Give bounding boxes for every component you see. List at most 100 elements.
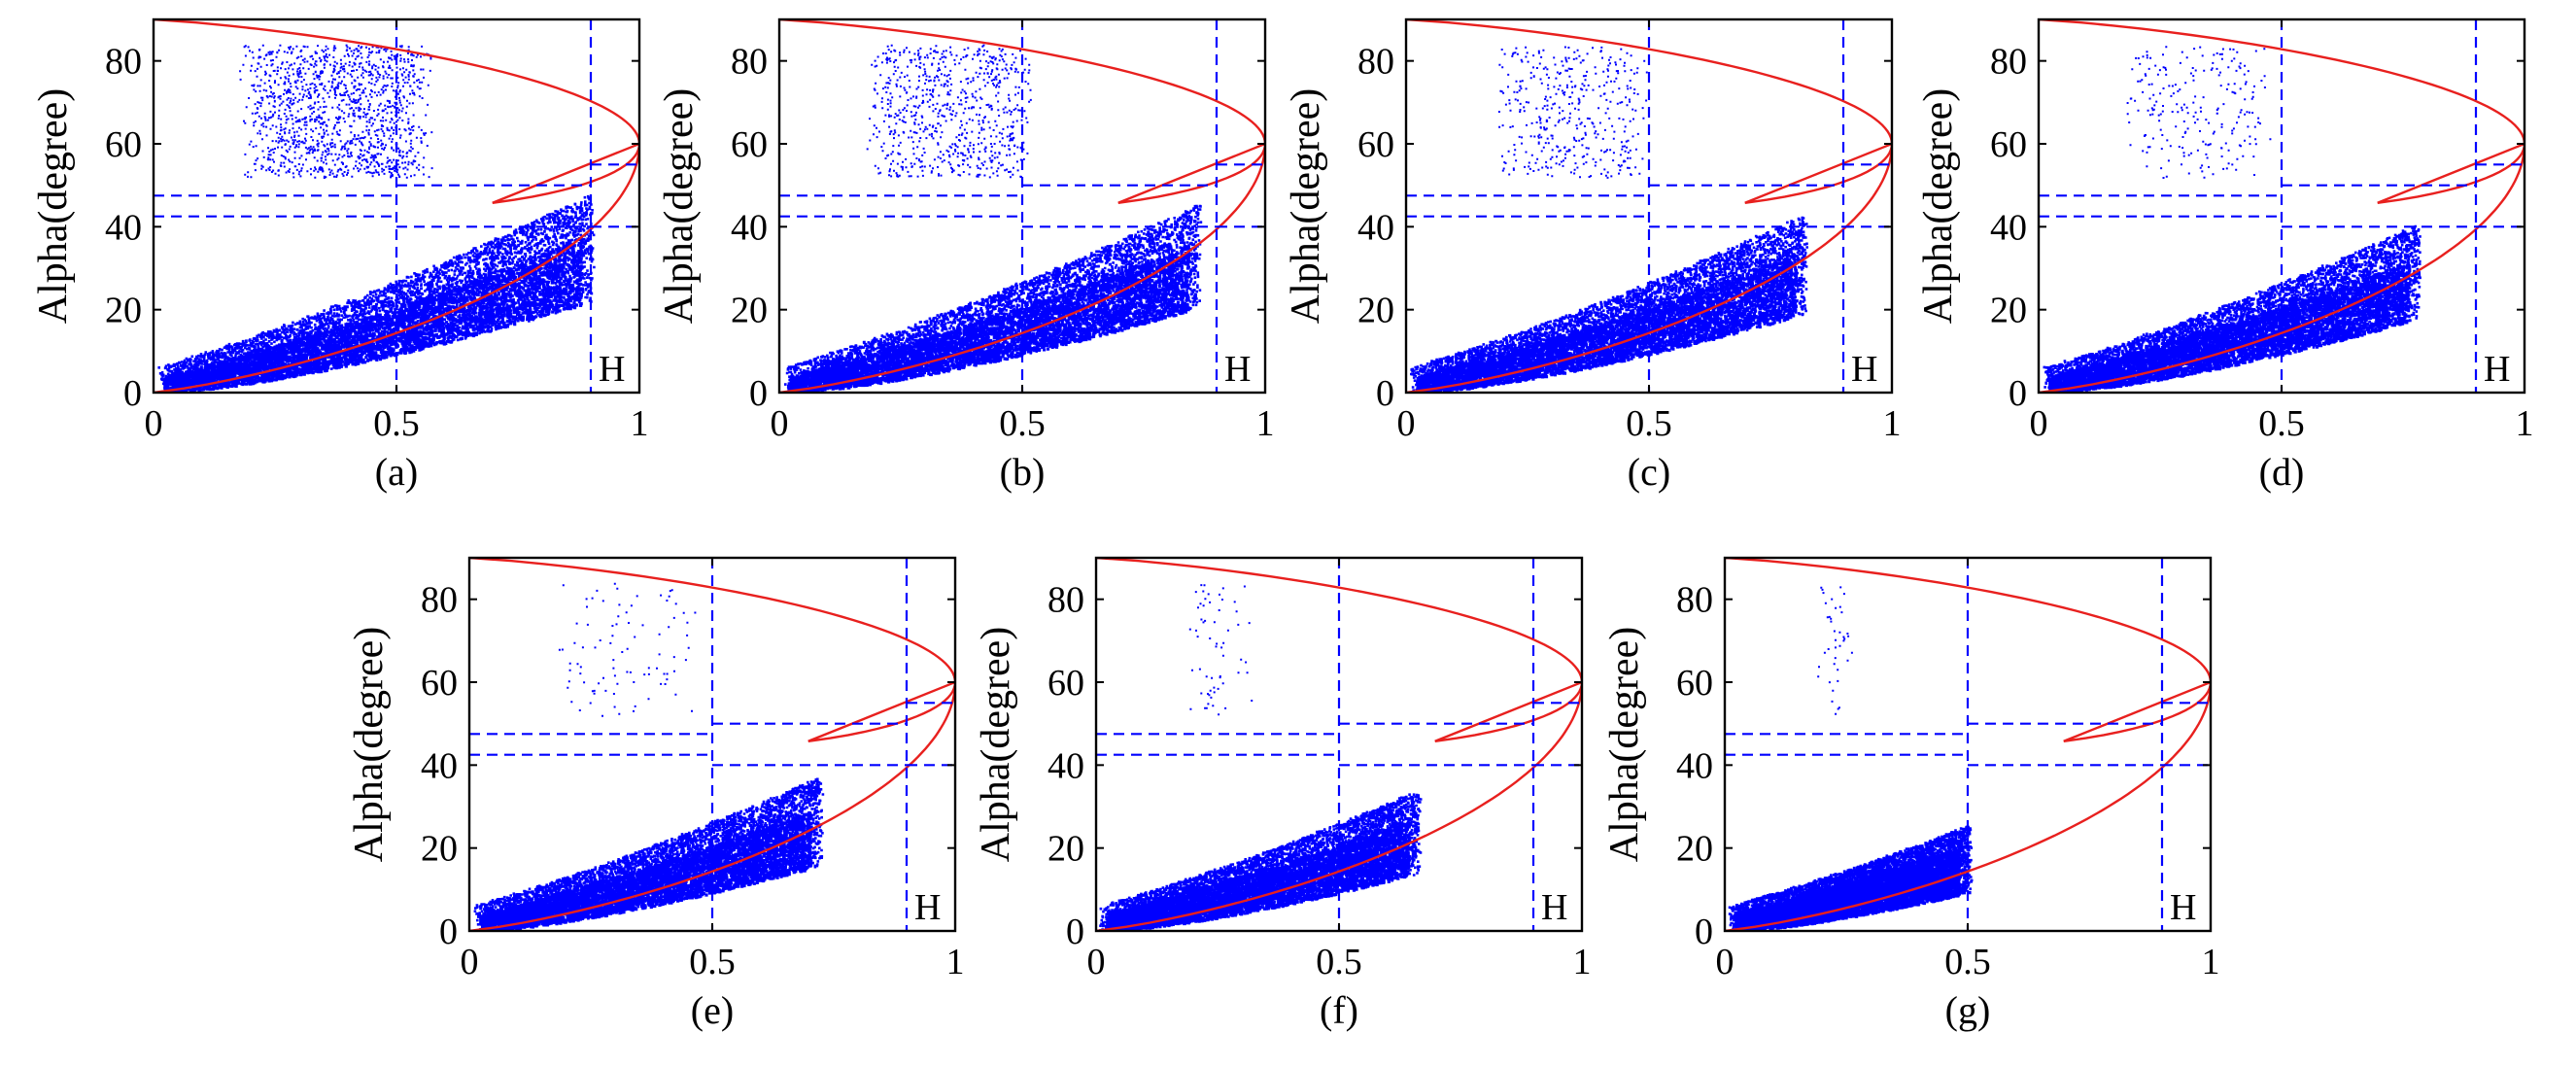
y-tick-label: 40 xyxy=(105,207,142,248)
x-tick-label: 0 xyxy=(461,942,479,982)
x-tick-label: 0 xyxy=(1397,403,1416,444)
y-tick-label: 0 xyxy=(1376,373,1394,414)
y-tick-label: 20 xyxy=(105,291,142,331)
y-axis-label: Alpha(degree) xyxy=(347,627,392,863)
scatter-points xyxy=(2044,46,2421,396)
zone-label: H xyxy=(599,349,625,390)
y-tick-label: 60 xyxy=(105,124,142,165)
y-axis-label: Alpha(degree) xyxy=(657,88,702,325)
y-tick-label: 40 xyxy=(1990,207,2027,248)
scatter-cloud xyxy=(1410,45,1808,395)
scatter-cloud xyxy=(473,583,824,934)
x-tick-label: 1 xyxy=(1256,403,1275,444)
y-tick-label: 40 xyxy=(1676,745,1713,786)
y-tick-label: 0 xyxy=(1066,912,1084,952)
y-tick-label: 20 xyxy=(1048,829,1084,870)
y-tick-label: 40 xyxy=(1048,745,1084,786)
y-tick-label: 20 xyxy=(731,291,768,331)
scatter-cloud xyxy=(2044,46,2421,396)
y-tick-label: 20 xyxy=(1990,291,2027,331)
y-tick-label: 80 xyxy=(105,42,142,83)
y-tick-label: 40 xyxy=(421,745,458,786)
y-tick-label: 20 xyxy=(1357,291,1394,331)
y-tick-label: 40 xyxy=(731,207,768,248)
y-tick-label: 40 xyxy=(1357,207,1394,248)
y-tick-label: 20 xyxy=(1676,829,1713,870)
zone-boundaries xyxy=(1406,19,1892,393)
zone-boundaries xyxy=(1725,558,2211,931)
panel-caption: (d) xyxy=(2259,450,2305,494)
scatter-cloud xyxy=(1099,584,1422,933)
x-tick-label: 0.5 xyxy=(1626,403,1672,444)
x-tick-label: 1 xyxy=(1883,403,1902,444)
y-tick-label: 60 xyxy=(1990,124,2027,165)
y-tick-label: 80 xyxy=(421,580,458,621)
x-tick-label: 0 xyxy=(771,403,789,444)
y-tick-label: 0 xyxy=(123,373,142,414)
panel-b: 0 0.5 1 0 20 40 60 80 Alpha(degree) H (b) xyxy=(657,19,1275,494)
y-tick-label: 80 xyxy=(1048,580,1084,621)
scatter-points xyxy=(157,45,595,396)
panel-caption: (f) xyxy=(1320,988,1358,1032)
x-tick-label: 0.5 xyxy=(1316,942,1362,982)
y-axis-label: Alpha(degree) xyxy=(1284,88,1328,325)
y-tick-label: 80 xyxy=(1990,42,2027,83)
y-tick-label: 0 xyxy=(2009,373,2027,414)
y-tick-label: 60 xyxy=(1357,124,1394,165)
y-axis-label: Alpha(degree) xyxy=(31,88,76,325)
panel-a: 0 0.5 1 0 20 40 60 80 Alpha(degree) H (a) xyxy=(31,19,649,494)
x-tick-label: 0.5 xyxy=(2258,403,2305,444)
x-tick-label: 1 xyxy=(1573,942,1592,982)
panel-d: 0 0.5 1 0 20 40 60 80 Alpha(degree) H (d) xyxy=(1916,19,2534,494)
y-tick-label: 60 xyxy=(1048,663,1084,704)
x-tick-label: 0 xyxy=(2030,403,2048,444)
panel-caption: (c) xyxy=(1628,450,1670,494)
x-tick-label: 1 xyxy=(631,403,649,444)
x-tick-label: 0.5 xyxy=(999,403,1046,444)
zone-boundaries xyxy=(1096,558,1582,931)
y-axis-label: Alpha(degree) xyxy=(1916,88,1961,325)
scatter-points xyxy=(1099,584,1422,933)
y-tick-label: 60 xyxy=(731,124,768,165)
x-tick-label: 0.5 xyxy=(373,403,420,444)
panel-caption: (e) xyxy=(691,988,734,1032)
x-tick-label: 0.5 xyxy=(1944,942,1991,982)
panel-caption: (a) xyxy=(375,450,418,494)
scatter-points xyxy=(473,583,824,934)
zone-label: H xyxy=(1224,349,1251,390)
panel-g: 0 0.5 1 0 20 40 60 80 Alpha(degree) H (g) xyxy=(1602,558,2220,1032)
y-axis-label: Alpha(degree) xyxy=(974,627,1018,863)
panel-c: 0 0.5 1 0 20 40 60 80 Alpha(degree) H (c) xyxy=(1284,19,1902,494)
y-tick-label: 0 xyxy=(1695,912,1713,952)
scatter-cloud xyxy=(157,45,595,396)
panel-f: 0 0.5 1 0 20 40 60 80 Alpha(degree) H (f) xyxy=(974,558,1592,1032)
panel-caption: (g) xyxy=(1945,988,1991,1032)
x-tick-label: 0 xyxy=(1716,942,1735,982)
zone-boundaries xyxy=(469,558,955,931)
x-tick-label: 0.5 xyxy=(689,942,736,982)
zone-boundaries xyxy=(2039,19,2524,393)
y-tick-label: 0 xyxy=(439,912,458,952)
x-tick-label: 1 xyxy=(2516,403,2534,444)
scatter-points xyxy=(1410,45,1808,395)
panel-caption: (b) xyxy=(1000,450,1046,494)
zone-label: H xyxy=(1541,887,1567,928)
x-tick-label: 0 xyxy=(1087,942,1106,982)
y-tick-label: 80 xyxy=(1676,580,1713,621)
x-tick-label: 1 xyxy=(946,942,965,982)
y-tick-label: 20 xyxy=(421,829,458,870)
y-tick-label: 60 xyxy=(421,663,458,704)
x-tick-label: 1 xyxy=(2202,942,2220,982)
zone-label: H xyxy=(2170,887,2196,928)
panel-e: 0 0.5 1 0 20 40 60 80 Alpha(degree) H (e) xyxy=(347,558,965,1032)
y-tick-label: 80 xyxy=(1357,42,1394,83)
zone-label: H xyxy=(914,887,941,928)
zone-boundaries xyxy=(779,19,1265,393)
y-tick-label: 60 xyxy=(1676,663,1713,704)
y-tick-label: 0 xyxy=(749,373,768,414)
y-tick-label: 80 xyxy=(731,42,768,83)
x-tick-label: 0 xyxy=(145,403,163,444)
zone-label: H xyxy=(1851,349,1877,390)
y-axis-label: Alpha(degree) xyxy=(1602,627,1647,863)
zone-label: H xyxy=(2484,349,2510,390)
